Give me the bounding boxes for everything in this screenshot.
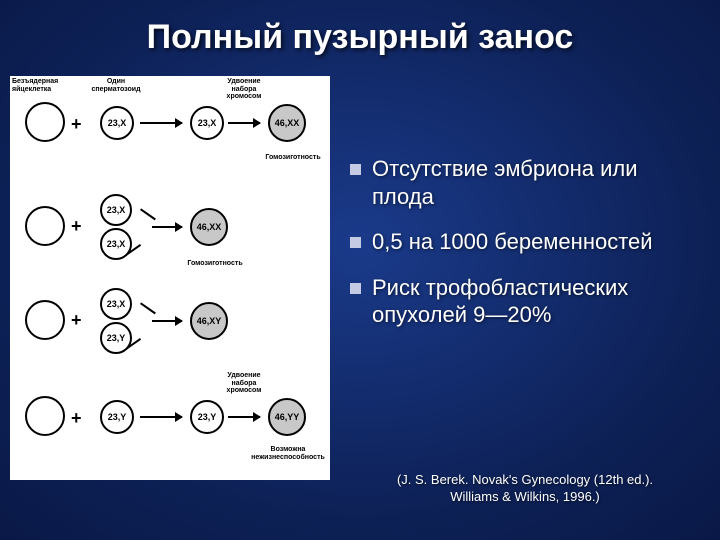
bullet-item: Риск трофобластических опухолей 9—20% xyxy=(350,274,700,329)
arrow-1b xyxy=(228,122,260,124)
arrow-1a xyxy=(140,122,182,124)
angle-3t xyxy=(140,302,156,314)
arrow-4b xyxy=(228,416,260,418)
bullet-list: Отсутствие эмбриона или плода 0,5 на 100… xyxy=(350,155,700,347)
cell xyxy=(25,300,65,340)
label-homozygous-2: Гомозиготность xyxy=(180,260,250,268)
cell: 23,Y xyxy=(100,322,132,354)
plus-1: + xyxy=(71,114,82,135)
cell: 46,XX xyxy=(190,208,228,246)
label-egg: Безъядерная яйцеклетка xyxy=(12,78,72,93)
plus-4: + xyxy=(71,408,82,429)
cell: 46,XY xyxy=(190,302,228,340)
cell: 23,Y xyxy=(100,400,134,434)
label-duplication-4: Удвоение набора хромосом xyxy=(218,372,270,395)
angle-2t xyxy=(140,208,156,220)
plus-2: + xyxy=(71,216,82,237)
chromosome-diagram: Безъядерная яйцеклетка Один сперматозоид… xyxy=(10,76,330,480)
cell: 23,X xyxy=(100,194,132,226)
arrow-3 xyxy=(152,320,182,322)
arrow-4a xyxy=(140,416,182,418)
cell xyxy=(25,206,65,246)
cell: 23,Y xyxy=(190,400,224,434)
cell xyxy=(25,396,65,436)
bullet-item: Отсутствие эмбриона или плода xyxy=(350,155,700,210)
label-duplication: Удвоение набора хромосом xyxy=(218,78,270,101)
cell: 23,X xyxy=(100,288,132,320)
label-homozygous-1: Гомозиготность xyxy=(258,154,328,162)
cell: 23,X xyxy=(100,228,132,260)
label-nonviable: Возможна нежизнеспособность xyxy=(248,446,328,461)
plus-3: + xyxy=(71,310,82,331)
cell: 23,X xyxy=(190,106,224,140)
label-sperm: Один сперматозоид xyxy=(86,78,146,93)
slide-title: Полный пузырный занос xyxy=(0,18,720,57)
cell: 23,X xyxy=(100,106,134,140)
cell: 46,XX xyxy=(268,104,306,142)
cell xyxy=(25,102,65,142)
citation: (J. S. Berek. Novak's Gynecology (12th e… xyxy=(360,472,690,506)
cell: 46,YY xyxy=(268,398,306,436)
arrow-2 xyxy=(152,226,182,228)
bullet-item: 0,5 на 1000 беременностей xyxy=(350,228,700,256)
